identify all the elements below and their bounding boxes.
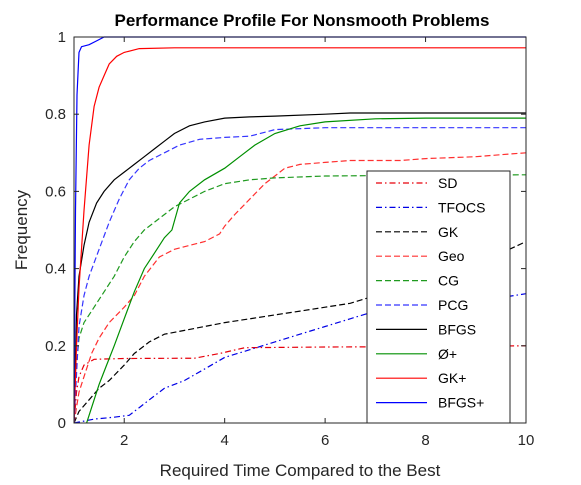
x-tick-label: 6 (321, 432, 329, 449)
legend-box (366, 170, 511, 424)
series-line-9 (74, 36, 526, 423)
series-line-7 (86, 117, 526, 423)
y-tick-label: 0 (58, 415, 66, 432)
legend-entry: SD (438, 175, 457, 191)
y-tick-label: 0.4 (45, 261, 66, 278)
x-tick-label: 4 (220, 432, 228, 449)
series-line-0 (74, 345, 526, 423)
y-axis-label: Frequency (12, 189, 31, 270)
legend-entry: TFOCS (438, 199, 485, 215)
y-tick-label: 0.6 (45, 183, 66, 200)
axis-ticks: 2 4 6 8 10 0 0.2 0.4 0.6 0.8 1 (45, 29, 534, 449)
x-axis-label: Required Time Compared to the Best (160, 461, 441, 480)
axes-frame (73, 36, 527, 424)
y-tick-label: 0.8 (45, 106, 66, 123)
legend-entry: BFGS (438, 321, 476, 337)
series-line-4 (74, 174, 526, 423)
legend-entry: PCG (438, 297, 468, 313)
y-tick-label: 1 (58, 29, 66, 46)
y-tick-label: 0.2 (45, 338, 66, 355)
legend-entry: CG (438, 273, 459, 289)
legend: SD TFOCS GK Geo CG PCG BFGS Ø+ GK+ BFGS+ (366, 170, 511, 424)
series-line-6 (74, 112, 526, 423)
legend-entry: GK+ (438, 370, 466, 386)
series-line-5 (74, 127, 526, 423)
legend-entry: Ø+ (438, 346, 457, 362)
series-line-1 (74, 293, 526, 423)
x-tick-label: 2 (120, 432, 128, 449)
legend-entry: BFGS+ (438, 395, 484, 411)
legend-entry: GK (438, 224, 459, 240)
chart-title: Performance Profile For Nonsmooth Proble… (114, 11, 489, 30)
series-line-8 (74, 47, 526, 423)
x-tick-label: 8 (421, 432, 429, 449)
series-line-3 (74, 152, 526, 423)
legend-entry: Geo (438, 248, 465, 264)
x-tick-label: 10 (518, 432, 535, 449)
